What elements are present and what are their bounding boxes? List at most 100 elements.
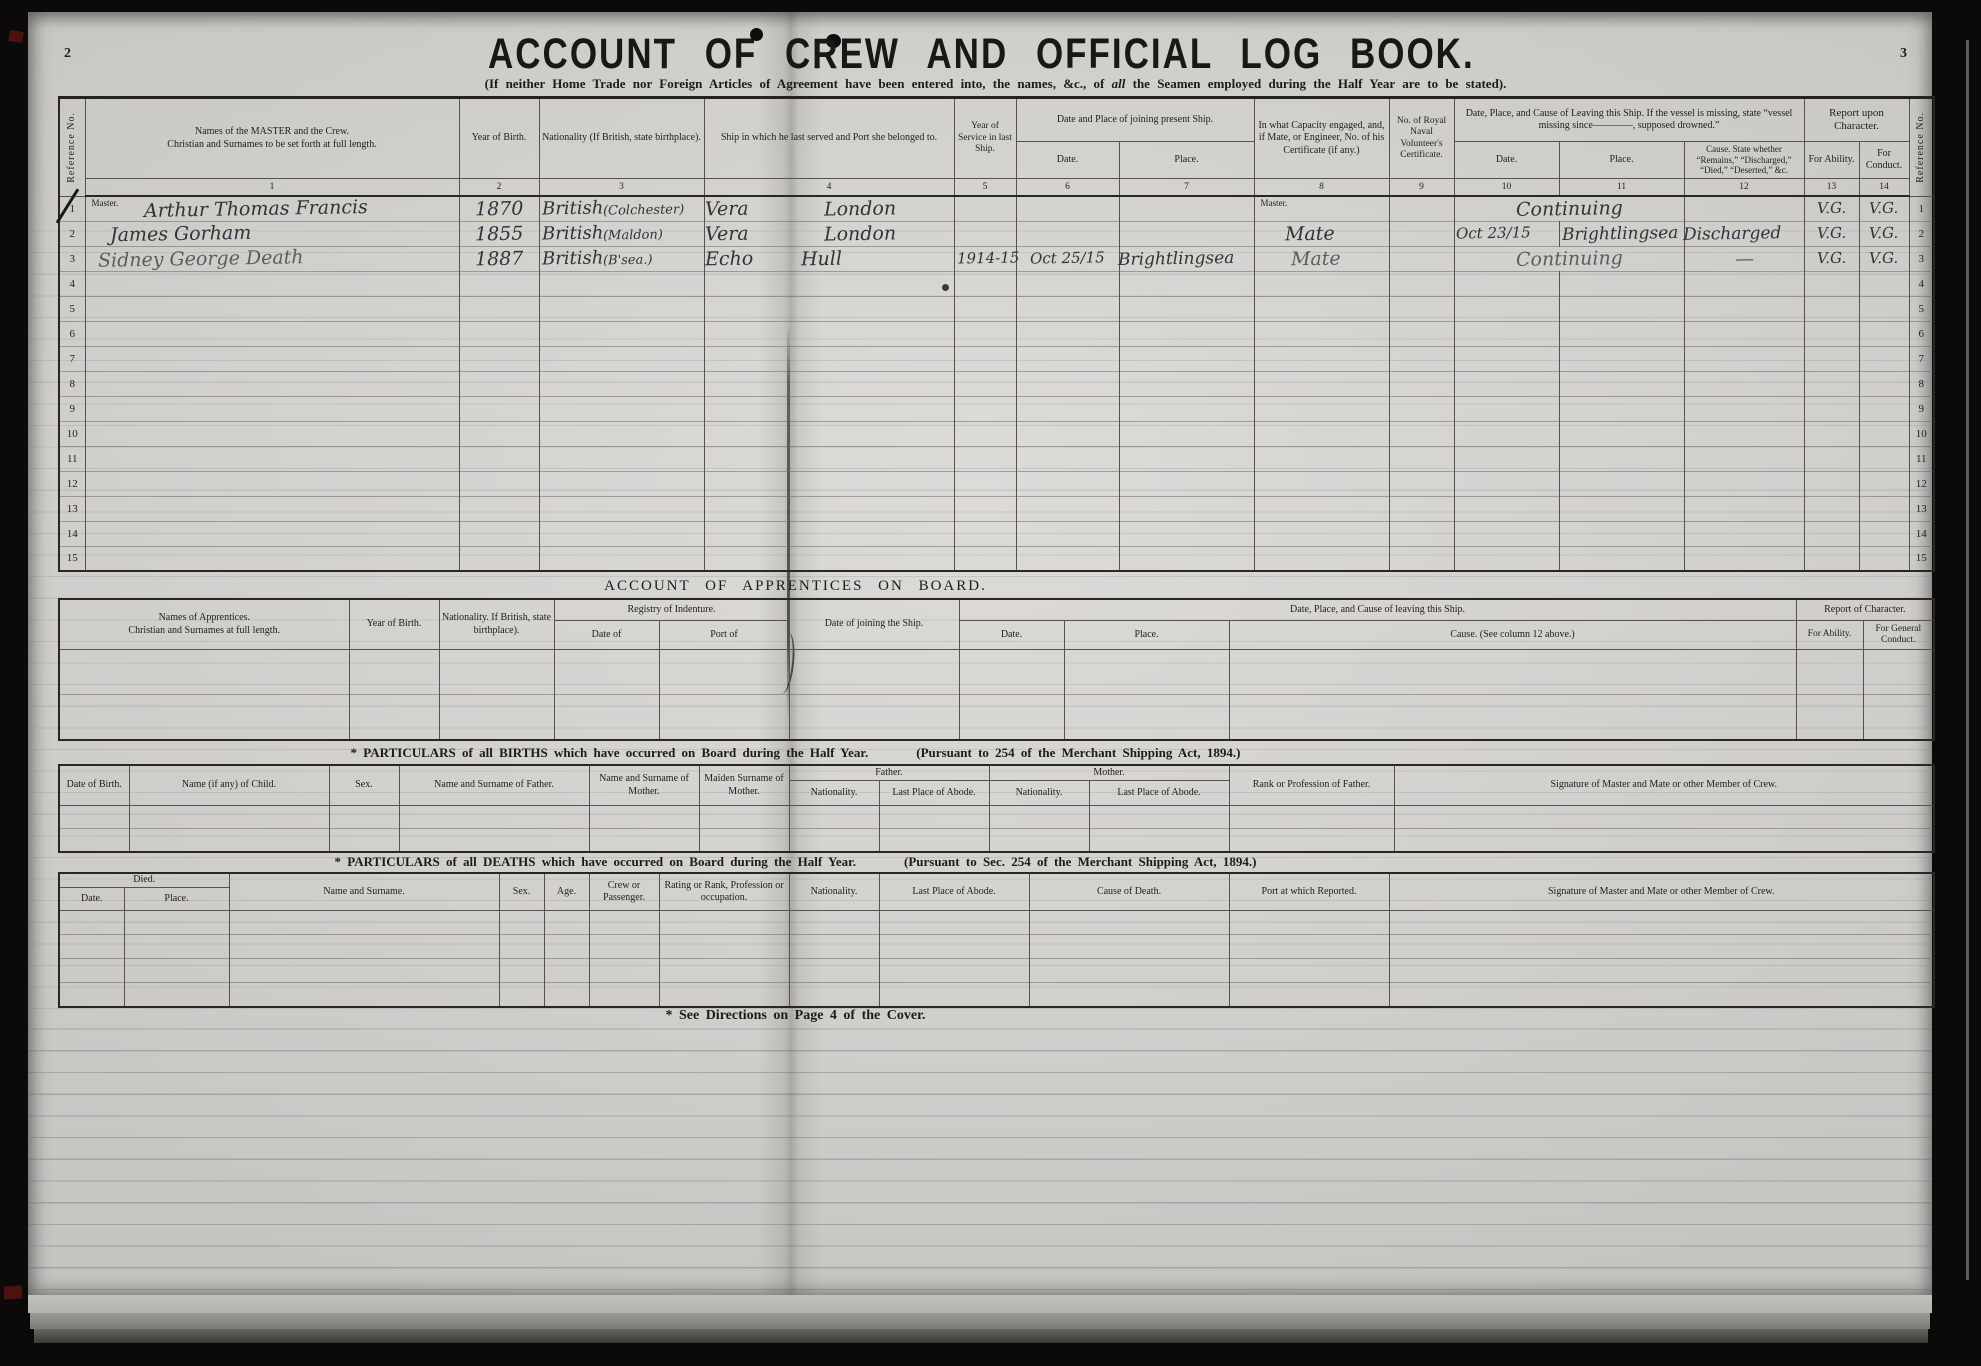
ship-entry: Echo: [704, 247, 753, 270]
group-father: Father.: [788, 764, 990, 781]
births-row-empty: [58, 805, 1935, 829]
ability-entry: V.G.: [1816, 198, 1847, 218]
port-entry: London: [824, 197, 897, 221]
col-nationality: Nationality. If British, state birthplac…: [438, 598, 555, 650]
nationality-entry: British: [541, 247, 604, 270]
service-entry: 1914-15: [956, 248, 1019, 268]
col-apprentice-names: Names of Apprentices. Christian and Surna…: [58, 598, 350, 650]
birthplace-entry: (Maldon): [602, 227, 663, 244]
crew-row-empty: 12 12: [58, 470, 1935, 496]
births-row-empty: [58, 828, 1935, 852]
col-mother-abode: Last Place of Abode.: [1088, 780, 1230, 806]
births-table: Date of Birth. Name (if any) of Child. S…: [58, 764, 1936, 853]
master-printed-label: Master.: [1260, 198, 1288, 208]
page-edge: [28, 1295, 1932, 1313]
apprentices-header-row-2: Date of Port of Date. Place. Cause. (See…: [59, 620, 1935, 650]
cause-entry: —: [1734, 247, 1754, 270]
col-leaving-date: Date.: [958, 620, 1065, 650]
col-rnv-certificate: No. of Royal Naval Volunteer's Certifica…: [1388, 96, 1455, 179]
page-edge-right: [1966, 40, 1969, 1280]
join-date-entry: Oct 25/15: [1029, 248, 1106, 268]
col-leaving-cause: Cause. (See column 12 above.): [1228, 620, 1797, 650]
crew-header-row-2: Date. Place. Date. Place. Cause. State w…: [59, 141, 1934, 179]
conduct-entry: V.G.: [1869, 223, 1899, 243]
col-for-ability: For Ability.: [1803, 141, 1860, 179]
group-died: Died.: [58, 872, 230, 888]
ink-blot: [750, 28, 763, 41]
col-reference-left: Reference No.: [58, 96, 86, 197]
col-crew-or-passenger: Crew or Passenger.: [588, 872, 660, 911]
col-nationality: Nationality.: [788, 872, 880, 911]
apprentices-title: ACCOUNT OF APPRENTICES ON BOARD.: [604, 578, 987, 594]
col-joining-date: Date.: [1015, 141, 1120, 179]
col-year-of-service: Year of Service in last Ship.: [953, 96, 1017, 179]
birthplace-entry: (B'sea.): [602, 252, 653, 269]
year-entry: 1870: [474, 197, 524, 221]
col-last-ship: Ship in which he last served and Port sh…: [703, 96, 955, 179]
col-port-reported: Port at which Reported.: [1228, 872, 1390, 911]
births-header-row-1: Date of Birth. Name (if any) of Child. S…: [58, 764, 1935, 806]
crew-row-empty: 14 14: [58, 520, 1935, 546]
col-mother-nationality: Nationality.: [988, 780, 1090, 806]
nationality-entry: British: [541, 197, 604, 220]
crew-row-3: 3 Sidney George Death 1887 British(B'sea…: [58, 245, 1935, 272]
leaving-entry: Continuing: [1515, 246, 1623, 271]
births-title: * PARTICULARS of all BIRTHS which have o…: [350, 745, 1241, 760]
col-registry-port: Port of: [658, 620, 790, 650]
col-reference-right: Reference No.: [1908, 96, 1935, 197]
leave-date-entry: Oct 23/15: [1455, 223, 1532, 243]
col-mother-name: Name and Surname of Mother.: [588, 764, 700, 806]
ability-entry: V.G.: [1816, 248, 1847, 268]
group-joining: Date and Place of joining present Ship.: [1015, 96, 1255, 142]
ship-entry: Vera: [704, 222, 749, 245]
port-entry: London: [824, 221, 897, 246]
nationality-entry: British: [541, 222, 604, 245]
page-edge: [30, 1313, 1930, 1329]
col-father-nationality: Nationality.: [788, 780, 880, 806]
ability-entry: V.G.: [1816, 223, 1847, 243]
col-rating: Rating or Rank, Profession or occupation…: [658, 872, 790, 911]
deaths-row-empty: [58, 982, 1935, 1007]
page-title: ACCOUNT OF CREW AND OFFICIAL LOG BOOK.: [488, 30, 1475, 78]
leave-place-entry: Brightlingsea: [1561, 222, 1679, 245]
group-leaving: Date, Place, and Cause of leaving this S…: [958, 598, 1797, 621]
col-sex: Sex.: [328, 764, 400, 806]
capacity-entry: Mate: [1284, 222, 1335, 245]
col-died-place: Place.: [123, 887, 230, 911]
group-report: Report upon Character.: [1803, 96, 1910, 142]
group-leaving: Date, Place, and Cause of Leaving this S…: [1453, 96, 1805, 142]
cause-entry: Discharged: [1682, 222, 1782, 245]
ship-entry: Vera: [704, 197, 749, 221]
crew-row-empty: 10 10: [58, 420, 1935, 446]
port-entry: Hull: [800, 247, 842, 270]
col-signature: Signature of Master and Mate or other Me…: [1393, 764, 1935, 806]
col-for-conduct: For General Conduct.: [1862, 620, 1935, 650]
crew-name-entry: Sidney George Death: [97, 245, 304, 272]
year-entry: 1887: [474, 247, 524, 270]
deaths-title: * PARTICULARS of all DEATHS which have o…: [334, 854, 1257, 869]
deaths-row-empty: [58, 910, 1935, 935]
col-leaving-place: Place.: [1558, 141, 1685, 179]
col-abode: Last Place of Abode.: [878, 872, 1030, 911]
deaths-row-empty: [58, 934, 1935, 959]
col-names: Names of the MASTER and the Crew. Christi…: [84, 96, 460, 179]
col-name: Name and Surname.: [228, 872, 500, 911]
archive-red-mark: [8, 30, 24, 43]
col-capacity: In what Capacity engaged, and, if Mate, …: [1253, 96, 1390, 179]
crew-row-2: 2 James Gorham 1855 British(Maldon) Vera…: [58, 220, 1935, 246]
apprentices-row-empty: [58, 649, 1935, 695]
master-printed-label: Master.: [91, 198, 119, 208]
col-maiden-name: Maiden Surname of Mother.: [698, 764, 790, 806]
crew-row-empty: 11 11: [58, 445, 1935, 471]
archive-red-mark: [3, 1285, 23, 1300]
crew-name-entry: James Gorham: [109, 221, 251, 246]
col-leaving-cause: Cause. State whether “Remains,” “Dischar…: [1683, 141, 1805, 179]
col-year-of-birth: Year of Birth.: [458, 96, 540, 179]
col-leaving-date: Date.: [1453, 141, 1560, 179]
birthplace-entry: (Colchester): [602, 202, 685, 219]
col-joining-place: Place.: [1118, 141, 1255, 179]
